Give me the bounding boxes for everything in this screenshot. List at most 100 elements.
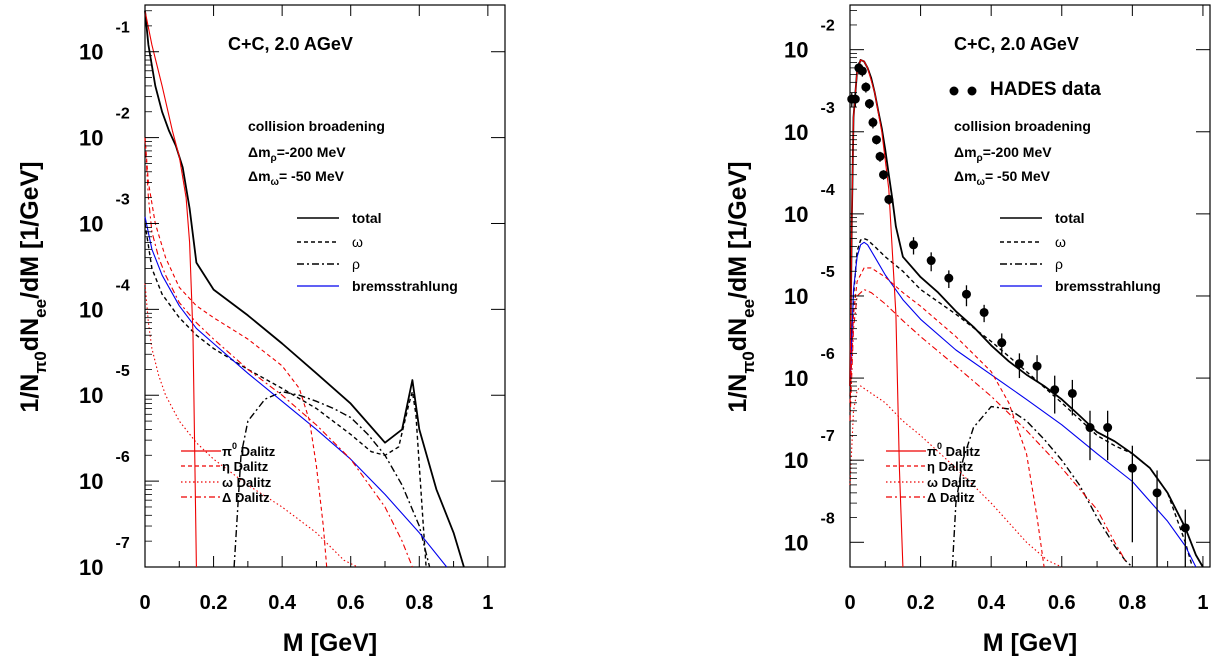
right-annotation-line3: Δmω= -50 MeV [954,168,1051,188]
data-point [1180,523,1190,533]
left-curve-omegadal [144,283,358,568]
right-x-tick-label: 0.4 [977,592,1006,614]
left-y-axis-label: 1/Nπ0dNee/dM [1/GeV] [16,161,50,412]
data-point [961,289,971,299]
right-curves [847,59,1204,568]
right-chart-title: C+C, 2.0 AGeV [954,34,1079,54]
left-y-tick-label: 10-2 [79,106,130,151]
left-panel: 0 0.2 0.4 0.6 0.8 1 10-7 10-6 10-5 10-4 10-3 10-2 10… [16,4,506,657]
left-y-tick-label: 10-5 [79,363,130,408]
left-x-tick-label: 0.2 [200,592,228,614]
right-x-tick-label: 0.6 [1048,592,1076,614]
left-x-tick-label: 0.6 [337,592,365,614]
right-legend-delta-label: Δ Dalitz [927,490,975,505]
left-curve-delta [144,137,413,568]
left-legend-brems-label: bremsstrahlung [352,278,458,294]
right-x-tick-label: 1 [1197,592,1208,614]
right-annotation-line2: Δmρ=-200 MeV [954,144,1052,164]
left-legend-omega-label: ω [352,234,363,250]
left-y-tick-label: 10-4 [79,277,130,322]
left-x-axis-label: M [GeV] [283,629,377,657]
data-point [979,307,989,317]
left-y-tick-label: 10-3 [79,191,130,236]
data-point [868,117,878,127]
right-y-tick-label: 10-2 [784,18,835,63]
data-point [864,99,874,109]
right-data-label-text: HADES data [990,79,1101,100]
right-curve-brems [849,241,1197,568]
left-x-tick-label: 0.8 [405,592,433,614]
right-data-label: HADES data [949,79,1101,100]
left-annotation-line3: Δmω= -50 MeV [248,168,345,188]
right-x-tick-label: 0.2 [907,592,935,614]
right-legend-brems-label: bremsstrahlung [1055,278,1161,294]
left-plot-frame [144,4,506,568]
right-data-label-marker-1 [949,86,959,96]
data-point [1103,423,1113,433]
right-y-tick-label: 10-6 [784,346,835,391]
right-x-tick-label: 0.8 [1118,592,1146,614]
data-point [1032,361,1042,371]
data-point [1127,463,1137,473]
left-legend-delta-label: Δ Dalitz [222,490,270,505]
left-curve-eta [144,137,328,568]
left-curve-omega [144,223,427,568]
right-curve-omegadal [849,385,1063,568]
right-legend-total-label: total [1055,210,1085,226]
left-legend-bottom: π0 Dalitz η Dalitz ω Dalitz Δ Dalitz [181,441,276,505]
right-legend-bottom: π0 Dalitz η Dalitz ω Dalitz Δ Dalitz [886,441,981,505]
right-legend-top: total ω ρ bremsstrahlung [1000,210,1161,294]
right-curve-rho [951,405,1133,568]
data-point [926,256,936,266]
left-y-tick-label: 10-6 [79,449,130,494]
left-legend-pi0-label: π0 Dalitz [222,441,276,459]
right-y-tick-label: 10-7 [784,428,835,473]
right-legend-omegadal-label: ω Dalitz [927,475,977,490]
right-y-axis-label: 1/Nπ0dNee/dM [1/GeV] [724,161,758,412]
right-ticks: 0 0.2 0.4 0.6 0.8 1 10-8 10-7 10-6 10-5 10-4 10-3 10… [784,5,1210,614]
right-x-axis-label: M [GeV] [983,629,1077,657]
right-panel: 0 0.2 0.4 0.6 0.8 1 10-8 10-7 10-6 10-5 10-4 10-3 10… [724,4,1211,657]
data-point [1067,388,1077,398]
right-legend-rho-label: ρ [1055,256,1063,272]
right-curve-eta [849,267,1045,568]
right-y-tick-label: 10-4 [784,182,835,227]
right-curve-pi0 [849,59,904,568]
left-y-tick-label: 10-7 [79,535,130,580]
left-y-tick-label: 10-1 [79,20,130,65]
right-legend-omega-label: ω [1055,234,1066,250]
right-curve-total [849,59,1204,568]
data-point [884,194,894,204]
left-legend-rho-label: ρ [352,256,360,272]
right-y-tick-label: 10-8 [784,510,835,555]
left-curve-total [144,10,465,568]
right-x-tick-label: 0 [844,592,855,614]
data-point [909,240,919,250]
data-point [1085,423,1095,433]
right-data-label-marker-2 [967,86,977,96]
left-x-tick-label: 1 [482,592,493,614]
left-curves [144,10,465,568]
data-point [997,338,1007,348]
data-point [944,273,954,283]
data-point [871,135,881,145]
left-x-tick-label: 0.4 [268,592,297,614]
data-point [1050,385,1060,395]
left-annotation: collision broadening Δmρ=-200 MeV Δmω= -… [248,118,385,188]
left-legend-total-label: total [352,210,382,226]
data-point [1014,359,1024,369]
right-legend-eta-label: η Dalitz [927,459,974,474]
data-point [850,94,860,104]
right-curve-omega [849,237,1194,568]
data-point [861,82,871,92]
right-y-tick-label: 10-5 [784,264,835,309]
left-ticks: 0 0.2 0.4 0.6 0.8 1 10-7 10-6 10-5 10-4 10-3 10-2 10… [79,5,505,614]
left-legend-top: total ω ρ bremsstrahlung [297,210,458,294]
right-annotation: collision broadening Δmρ=-200 MeV Δmω= -… [954,118,1091,188]
left-legend-eta-label: η Dalitz [222,459,269,474]
left-annotation-line2: Δmρ=-200 MeV [248,144,346,164]
left-curve-pi0 [144,10,197,568]
data-point [875,151,885,161]
data-point [879,170,889,180]
right-plot-frame [849,4,1211,568]
